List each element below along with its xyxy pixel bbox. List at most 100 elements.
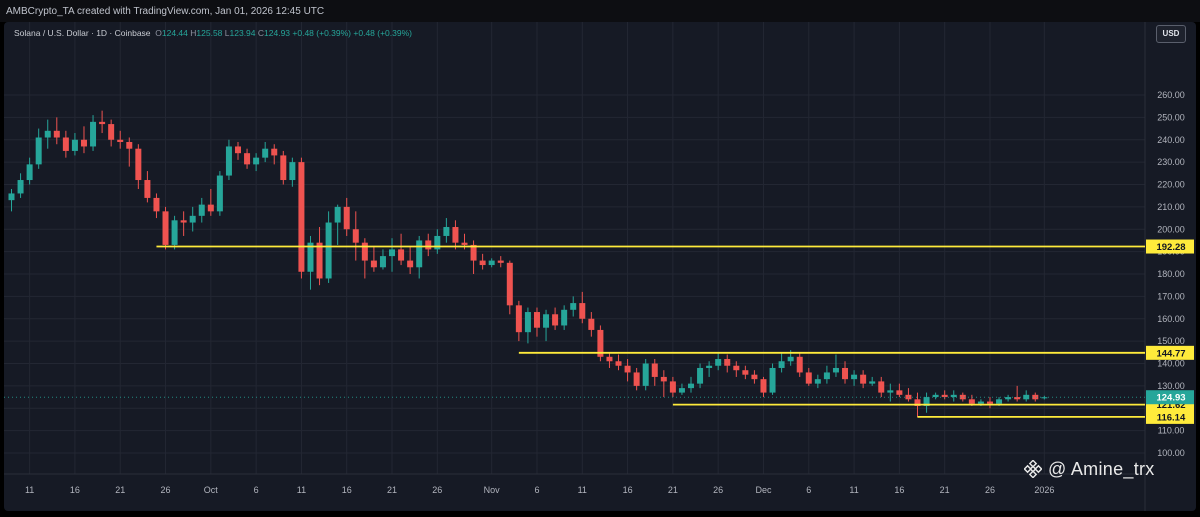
last-price-tag bbox=[1146, 390, 1194, 405]
candle-body bbox=[53, 130, 60, 138]
x-tick-label: 26 bbox=[713, 485, 723, 495]
candle-body bbox=[968, 399, 975, 404]
candle-body bbox=[144, 180, 151, 198]
currency-button[interactable]: USD bbox=[1156, 25, 1186, 43]
candle-body bbox=[524, 312, 531, 333]
candle-body bbox=[669, 381, 676, 393]
candle-body bbox=[733, 365, 740, 371]
x-tick-label: 21 bbox=[387, 485, 397, 495]
candle-body bbox=[914, 399, 921, 407]
low-label: L bbox=[224, 28, 230, 38]
candle-body bbox=[216, 175, 223, 212]
x-tick-label: 11 bbox=[849, 485, 858, 495]
x-tick-label: 26 bbox=[985, 485, 995, 495]
candle-body bbox=[35, 137, 42, 165]
candle-body bbox=[153, 197, 160, 212]
candle-body bbox=[370, 260, 377, 268]
candle-body bbox=[642, 363, 649, 386]
candle-body bbox=[1032, 394, 1039, 400]
candle-body bbox=[26, 164, 33, 181]
candle-body bbox=[842, 367, 849, 380]
candle-body bbox=[579, 303, 586, 319]
y-tick-label: 170.00 bbox=[1157, 291, 1185, 301]
candle-body bbox=[307, 242, 314, 272]
candle-body bbox=[488, 260, 495, 266]
candle-body bbox=[814, 379, 821, 384]
y-tick-label: 220.00 bbox=[1157, 180, 1185, 190]
candle-body bbox=[461, 242, 468, 245]
attribution-text: AMBCrypto_TA created with TradingView.co… bbox=[6, 6, 325, 17]
level-price-label: 144.77 bbox=[1156, 348, 1185, 359]
candle-body bbox=[44, 130, 51, 138]
candle-body bbox=[479, 260, 486, 266]
candle-body bbox=[778, 361, 785, 368]
candle-body bbox=[180, 220, 187, 223]
candle-body bbox=[71, 139, 78, 151]
candle-body bbox=[950, 394, 957, 398]
x-tick-label: Nov bbox=[484, 485, 501, 495]
open-label: O bbox=[155, 28, 162, 38]
level-price-tag bbox=[1146, 239, 1194, 254]
attribution-bar: AMBCrypto_TA created with TradingView.co… bbox=[0, 0, 1200, 22]
y-tick-label: 140.00 bbox=[1157, 359, 1185, 369]
candle-body bbox=[343, 206, 350, 230]
x-tick-label: 21 bbox=[940, 485, 950, 495]
candle-body bbox=[986, 401, 993, 404]
level-price-label: 192.28 bbox=[1156, 242, 1185, 253]
candle-body bbox=[751, 374, 758, 380]
candle-body bbox=[977, 401, 984, 404]
symbol-title: Solana / U.S. Dollar · 1D · Coinbase bbox=[14, 28, 151, 38]
y-tick-label: 110.00 bbox=[1158, 426, 1185, 436]
candlestick-chart[interactable]: 100.00110.00120.00130.00140.00150.00160.… bbox=[4, 22, 1196, 511]
y-tick-label: 180.00 bbox=[1157, 269, 1185, 279]
high-label: H bbox=[190, 28, 197, 38]
candle-body bbox=[724, 359, 731, 366]
candle-body bbox=[787, 356, 794, 362]
change-value: +0.48 (+0.39%) bbox=[292, 28, 352, 38]
high-value: 125.58 bbox=[196, 28, 223, 38]
candle-body bbox=[769, 367, 776, 393]
candle-body bbox=[253, 157, 260, 165]
candle-body bbox=[135, 148, 142, 181]
candle-body bbox=[506, 262, 513, 306]
candle-body bbox=[225, 146, 232, 176]
candle-body bbox=[325, 222, 332, 279]
x-tick-label: 21 bbox=[668, 485, 678, 495]
candle-body bbox=[597, 329, 604, 357]
candle-body bbox=[407, 260, 414, 268]
candle-body bbox=[80, 139, 87, 147]
candle-body bbox=[1023, 394, 1030, 400]
candle-body bbox=[697, 367, 704, 384]
candle-body bbox=[1005, 397, 1012, 400]
candle-body bbox=[706, 365, 713, 368]
candle-body bbox=[271, 148, 278, 156]
x-tick-label: 26 bbox=[161, 485, 171, 495]
candle-body bbox=[923, 397, 930, 407]
x-tick-label: 11 bbox=[578, 485, 587, 495]
candle-body bbox=[207, 204, 214, 212]
candle-body bbox=[126, 141, 133, 149]
candle-body bbox=[715, 359, 722, 366]
candle-body bbox=[633, 372, 640, 386]
candle-body bbox=[1041, 397, 1048, 399]
candle-body bbox=[62, 137, 69, 151]
candle-body bbox=[805, 372, 812, 384]
change-value-secondary: +0.48 (+0.39%) bbox=[353, 28, 412, 38]
candle-body bbox=[543, 314, 550, 328]
level-price-label: 116.14 bbox=[1157, 412, 1186, 423]
candle-body bbox=[425, 240, 432, 250]
x-tick-label: 6 bbox=[254, 485, 259, 495]
y-tick-label: 160.00 bbox=[1157, 314, 1185, 324]
ohlc-legend: Solana / U.S. Dollar · 1D · Coinbase O 12… bbox=[14, 28, 412, 38]
candle-body bbox=[561, 309, 568, 326]
candle-body bbox=[189, 215, 196, 223]
candle-body bbox=[452, 227, 459, 243]
candle-body bbox=[570, 303, 577, 310]
x-tick-label: Dec bbox=[755, 485, 772, 495]
candle-body bbox=[823, 372, 830, 380]
candle-body bbox=[235, 146, 241, 154]
candle-body bbox=[533, 312, 540, 328]
candle-body bbox=[678, 388, 685, 393]
candle-body bbox=[117, 139, 124, 142]
x-tick-label: 16 bbox=[623, 485, 633, 495]
